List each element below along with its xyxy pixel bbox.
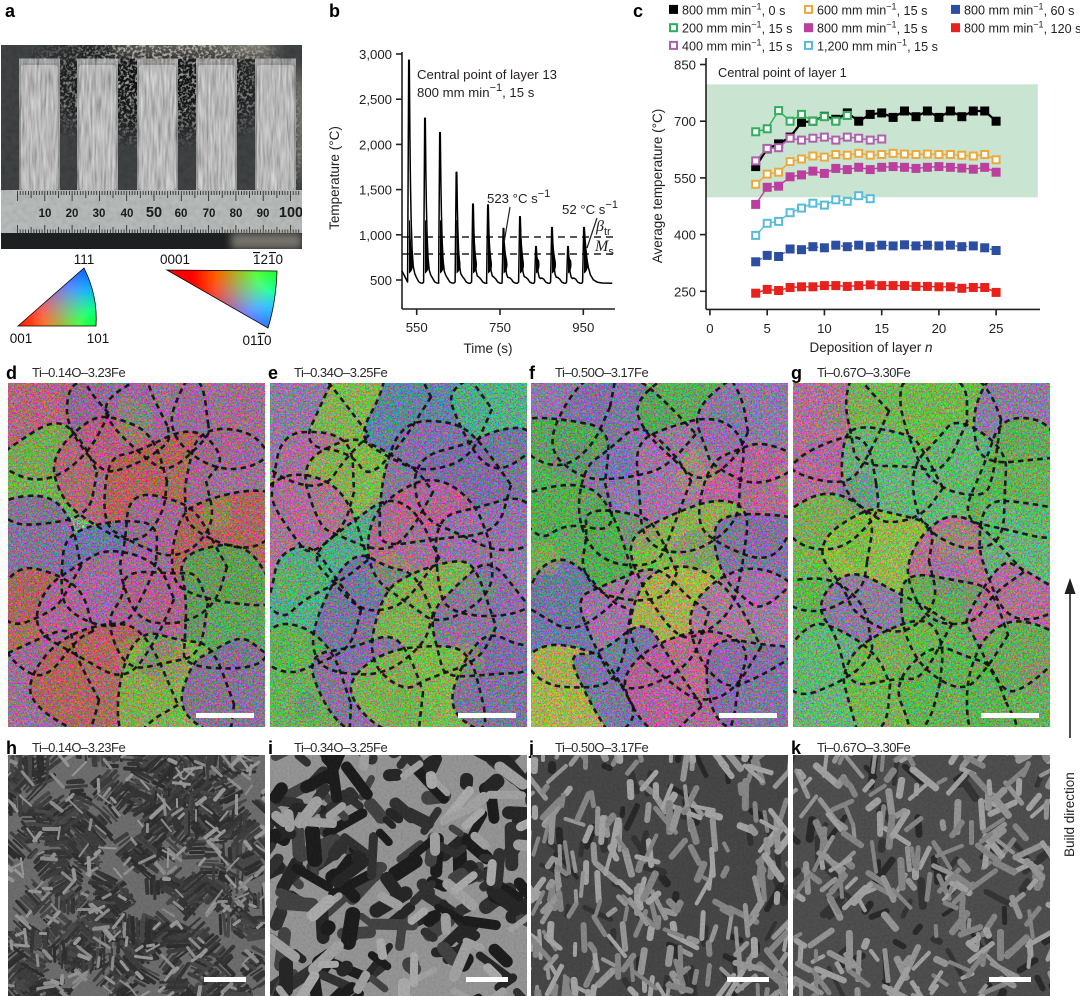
svg-text:0110: 0110	[242, 333, 271, 348]
svg-text:Deposition of layer n: Deposition of layer n	[809, 340, 932, 355]
svg-text:10: 10	[817, 321, 832, 336]
svg-text:400 mm min−1, 15 s: 400 mm min−1, 15 s	[682, 37, 792, 54]
svg-text:Central point of layer 13: Central point of layer 13	[417, 67, 557, 82]
svg-text:20: 20	[66, 208, 79, 220]
svg-text:25: 25	[989, 321, 1004, 336]
svg-text:Build direction: Build direction	[1062, 772, 1077, 857]
svg-text:850: 850	[674, 58, 696, 73]
svg-text:3,000: 3,000	[359, 47, 392, 62]
svg-text:Time (s): Time (s)	[464, 341, 513, 356]
svg-text:1,500: 1,500	[359, 183, 392, 198]
svg-text:2,500: 2,500	[359, 92, 392, 107]
svg-text:0: 0	[706, 321, 713, 336]
svg-text:70: 70	[203, 208, 216, 220]
svg-text:Temperature (°C): Temperature (°C)	[327, 126, 342, 230]
svg-text:1,200 mm min−1, 15 s: 1,200 mm min−1, 15 s	[817, 37, 938, 54]
svg-text:2,000: 2,000	[359, 137, 392, 152]
svg-text:950: 950	[572, 320, 594, 335]
svg-text:500: 500	[370, 273, 392, 288]
svg-text:90: 90	[257, 208, 270, 220]
svg-text:600 mm min−1, 15 s: 600 mm min−1, 15 s	[817, 1, 927, 18]
svg-text:40: 40	[121, 208, 134, 220]
svg-text:400: 400	[674, 228, 696, 243]
svg-text:523 °C s−1: 523 °C s−1	[487, 188, 550, 206]
svg-text:10: 10	[39, 208, 52, 220]
svg-text:200 mm min−1, 15 s: 200 mm min−1, 15 s	[682, 20, 792, 37]
svg-text:550: 550	[406, 320, 428, 335]
svg-text:800 mm min−1, 120 s: 800 mm min−1, 120 s	[964, 20, 1080, 37]
svg-text:30: 30	[93, 208, 106, 220]
svg-text:550: 550	[674, 171, 696, 186]
svg-text:800 mm min−1, 60 s: 800 mm min−1, 60 s	[964, 1, 1074, 18]
svg-text:50: 50	[146, 205, 162, 221]
svg-text:Average temperature (°C): Average temperature (°C)	[650, 109, 665, 263]
svg-text:100: 100	[279, 205, 302, 221]
svg-text:60: 60	[175, 208, 188, 220]
svg-text:1210: 1210	[253, 252, 283, 267]
svg-text:800 mm min−1, 0 s: 800 mm min−1, 0 s	[682, 1, 785, 18]
svg-text:20: 20	[932, 321, 947, 336]
svg-text:001: 001	[10, 331, 33, 346]
svg-text:250: 250	[674, 284, 696, 299]
svg-text:βtr: βtr	[595, 218, 611, 238]
svg-text:0001: 0001	[160, 252, 190, 267]
svg-text:1,000: 1,000	[359, 228, 392, 243]
svg-text:750: 750	[489, 320, 511, 335]
svg-text:111: 111	[74, 252, 95, 267]
svg-text:80: 80	[230, 208, 243, 220]
svg-text:15: 15	[874, 321, 889, 336]
svg-text:Ms: Ms	[594, 238, 614, 258]
svg-text:52 °C s−1: 52 °C s−1	[562, 199, 618, 217]
svg-text:700: 700	[674, 114, 696, 129]
svg-text:Central point of layer 1: Central point of layer 1	[718, 65, 847, 80]
svg-text:5: 5	[764, 321, 771, 336]
svg-text:800 mm min−1, 15 s: 800 mm min−1, 15 s	[417, 82, 535, 100]
svg-text:101: 101	[87, 331, 110, 346]
svg-text:800 mm min−1, 15 s: 800 mm min−1, 15 s	[817, 20, 927, 37]
